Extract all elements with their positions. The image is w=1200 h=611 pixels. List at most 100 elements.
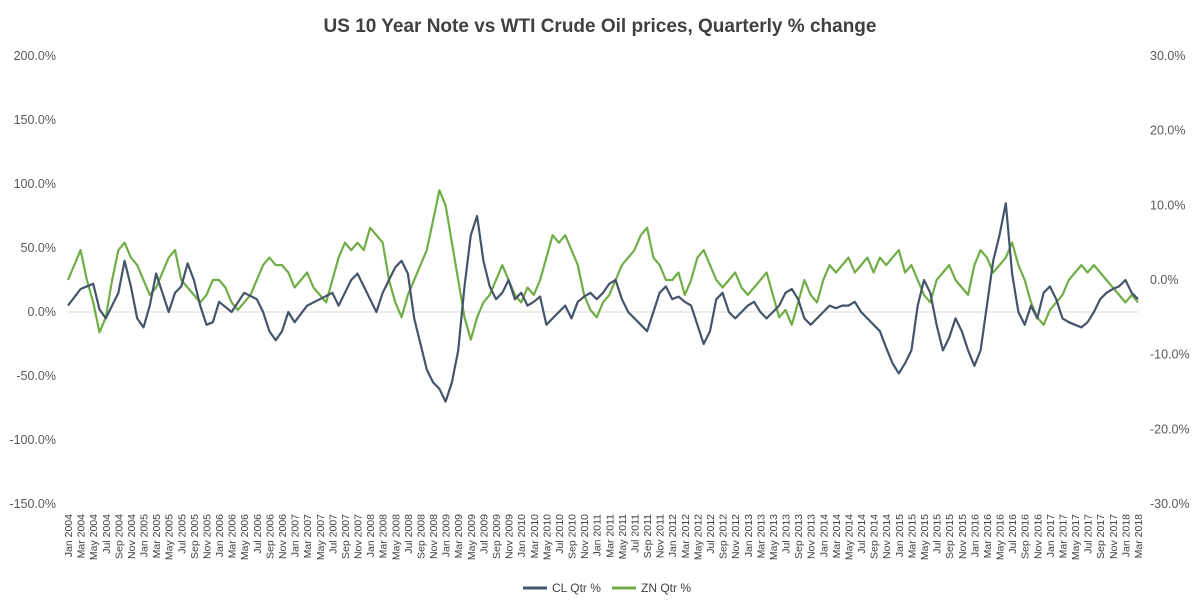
legend-label: ZN Qtr %	[641, 581, 691, 595]
x-axis-tick-label: Sep 2007	[340, 514, 352, 559]
x-axis-tick-label: Jul 2014	[856, 514, 868, 554]
legend-label: CL Qtr %	[552, 581, 601, 595]
x-axis-tick-label: Mar 2011	[604, 514, 616, 558]
left-axis-tick-labels: -150.0% -100.0% -50.0% 0.0% 50.0% 100.0% 150.0…	[9, 49, 56, 511]
x-axis-tick-label: Jul 2016	[1007, 514, 1019, 554]
x-axis-tick-label: May 2005	[164, 514, 176, 560]
x-axis-tick-label: Jul 2008	[403, 514, 415, 554]
chart-title: US 10 Year Note vs WTI Crude Oil prices,…	[324, 16, 877, 37]
x-axis-tick-label: Mar 2012	[680, 514, 692, 559]
x-axis-tick-label: Mar 2007	[302, 514, 314, 559]
x-axis-tick-label: Nov 2004	[126, 514, 138, 559]
x-axis-tick-label: Jan 2015	[894, 514, 906, 557]
x-axis-tick-label: Sep 2017	[1095, 514, 1107, 559]
x-axis-tick-label: Jan 2011	[592, 514, 604, 557]
x-axis-tick-label: Mar 2005	[151, 514, 163, 559]
x-axis-tick-label: Nov 2011	[655, 514, 667, 558]
x-axis-tick-label: May 2017	[1070, 514, 1082, 560]
x-axis-tick-label: May 2013	[768, 514, 780, 560]
x-axis-tick-label: Jan 2018	[1120, 514, 1132, 557]
left-axis-tick-label: 150.0%	[14, 113, 56, 127]
x-axis-tick-label: Jul 2004	[101, 514, 113, 554]
x-axis-tick-label: Jan 2016	[969, 514, 981, 557]
x-axis-tick-label: Jan 2009	[441, 514, 453, 557]
x-axis-tick-label: Mar 2014	[831, 514, 843, 559]
x-axis-tick-label: Jul 2005	[176, 514, 188, 554]
x-axis-tick-label: May 2008	[390, 514, 402, 560]
x-axis-tick-label: Nov 2017	[1108, 514, 1120, 559]
x-axis-tick-label: Nov 2008	[428, 514, 440, 559]
x-axis-tick-label: Jul 2006	[252, 514, 264, 554]
x-axis-tick-label: Jan 2012	[667, 514, 679, 557]
x-axis-tick-label: Nov 2006	[277, 514, 289, 559]
left-axis-tick-label: -50.0%	[16, 369, 56, 383]
x-axis-tick-label: Nov 2012	[730, 514, 742, 559]
left-axis-tick-label: 100.0%	[14, 177, 56, 191]
x-axis-tick-label: Jul 2017	[1083, 514, 1095, 554]
x-axis-tick-label: Nov 2013	[806, 514, 818, 559]
x-axis-tick-label: Jul 2011	[630, 514, 642, 553]
x-axis-tick-label: Mar 2008	[378, 514, 390, 559]
x-axis-tick-label: Sep 2006	[264, 514, 276, 559]
x-axis-tick-label: Sep 2010	[567, 514, 579, 559]
x-axis-tick-label: Nov 2016	[1032, 514, 1044, 559]
x-axis-tick-label: Jan 2005	[139, 514, 151, 557]
x-axis-tick-label: Sep 2015	[944, 514, 956, 559]
right-axis-tick-label: -10.0%	[1150, 348, 1190, 362]
right-axis-tick-labels: -30.0% -20.0% -10.0% 0.0% 10.0% 20.0% 30.0%	[1150, 49, 1190, 511]
x-axis-tick-label: Mar 2015	[906, 514, 918, 559]
x-axis-tick-label: May 2011	[617, 514, 629, 559]
x-axis-tick-label: Nov 2015	[957, 514, 969, 559]
x-axis-tick-label: Jan 2008	[365, 514, 377, 557]
x-axis-tick-label: May 2009	[466, 514, 478, 560]
x-axis-tick-label: Nov 2010	[579, 514, 591, 559]
x-axis-tick-label: Sep 2014	[869, 514, 881, 559]
x-axis-tick-label: Mar 2009	[453, 514, 465, 559]
x-axis-tick-label: Jan 2017	[1045, 514, 1057, 557]
x-axis-tick-label: Sep 2008	[416, 514, 428, 559]
x-axis-tick-label: Jul 2010	[554, 514, 566, 554]
x-axis-tick-label: Mar 2016	[982, 514, 994, 559]
x-axis-tick-label: May 2012	[692, 514, 704, 560]
x-axis-tick-label: Jan 2010	[516, 514, 528, 557]
right-axis-tick-label: 10.0%	[1150, 198, 1185, 212]
x-axis-tick-label: Sep 2005	[189, 514, 201, 559]
x-axis-tick-label: Jul 2009	[478, 514, 490, 554]
left-axis-tick-label: 0.0%	[28, 305, 57, 319]
x-axis-tick-label: Nov 2014	[881, 514, 893, 559]
x-axis-tick-label: Mar 2004	[76, 514, 88, 559]
x-axis-tick-label: Jan 2013	[743, 514, 755, 557]
x-axis-tick-label: Mar 2018	[1133, 514, 1145, 559]
x-axis-tick-label: Jan 2007	[290, 514, 302, 557]
right-axis-tick-label: -20.0%	[1150, 422, 1190, 436]
right-axis-tick-label: 20.0%	[1150, 124, 1185, 138]
x-axis-tick-label: May 2006	[239, 514, 251, 560]
x-axis-tick-label: May 2016	[995, 514, 1007, 560]
x-axis-tick-label: Jul 2007	[327, 514, 339, 554]
right-axis-tick-label: 30.0%	[1150, 49, 1185, 63]
x-axis-tick-label: Sep 2013	[793, 514, 805, 559]
x-axis-tick-label: Jan 2006	[214, 514, 226, 557]
x-axis-tick-label: Jul 2012	[705, 514, 717, 554]
x-axis-tick-labels: Jan 2004 Mar 2004 May 2004 Jul 2004 Sep 2004…	[63, 514, 1145, 560]
x-axis-tick-label: Nov 2009	[504, 514, 516, 559]
left-axis-tick-label: -150.0%	[9, 497, 56, 511]
series-line-zn	[66, 189, 1139, 341]
x-axis-tick-label: May 2007	[315, 514, 327, 560]
right-axis-tick-label: -30.0%	[1150, 497, 1190, 511]
x-axis-tick-label: Mar 2006	[227, 514, 239, 559]
x-axis-tick-label: Nov 2007	[353, 514, 365, 559]
x-axis-tick-label: Jul 2013	[781, 514, 793, 554]
x-axis-tick-label: May 2010	[541, 514, 553, 560]
left-axis-tick-label: 50.0%	[21, 241, 56, 255]
series-line-cl	[67, 202, 1139, 403]
x-axis-tick-label: Sep 2004	[113, 514, 125, 559]
x-axis-tick-label: Sep 2009	[491, 514, 503, 559]
x-axis-tick-label: Nov 2005	[202, 514, 214, 559]
x-axis-tick-label: Mar 2010	[529, 514, 541, 559]
legend: CL Qtr % ZN Qtr %	[523, 581, 691, 595]
x-axis-tick-label: Sep 2016	[1020, 514, 1032, 559]
x-axis-tick-label: May 2014	[844, 514, 856, 560]
x-axis-tick-label: Jul 2015	[932, 514, 944, 554]
